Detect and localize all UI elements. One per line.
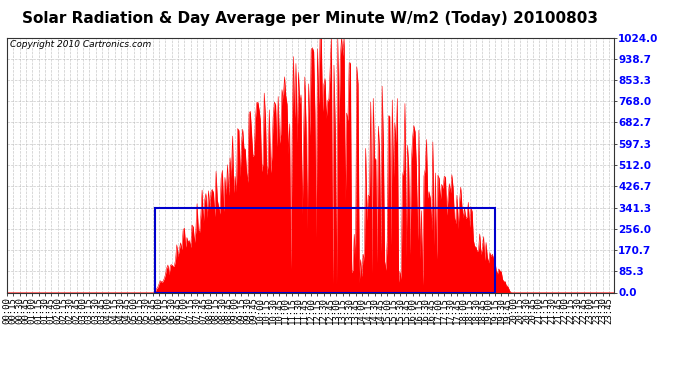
- Text: Solar Radiation & Day Average per Minute W/m2 (Today) 20100803: Solar Radiation & Day Average per Minute…: [23, 11, 598, 26]
- Bar: [155, 207, 495, 292]
- Text: Copyright 2010 Cartronics.com: Copyright 2010 Cartronics.com: [10, 40, 151, 49]
